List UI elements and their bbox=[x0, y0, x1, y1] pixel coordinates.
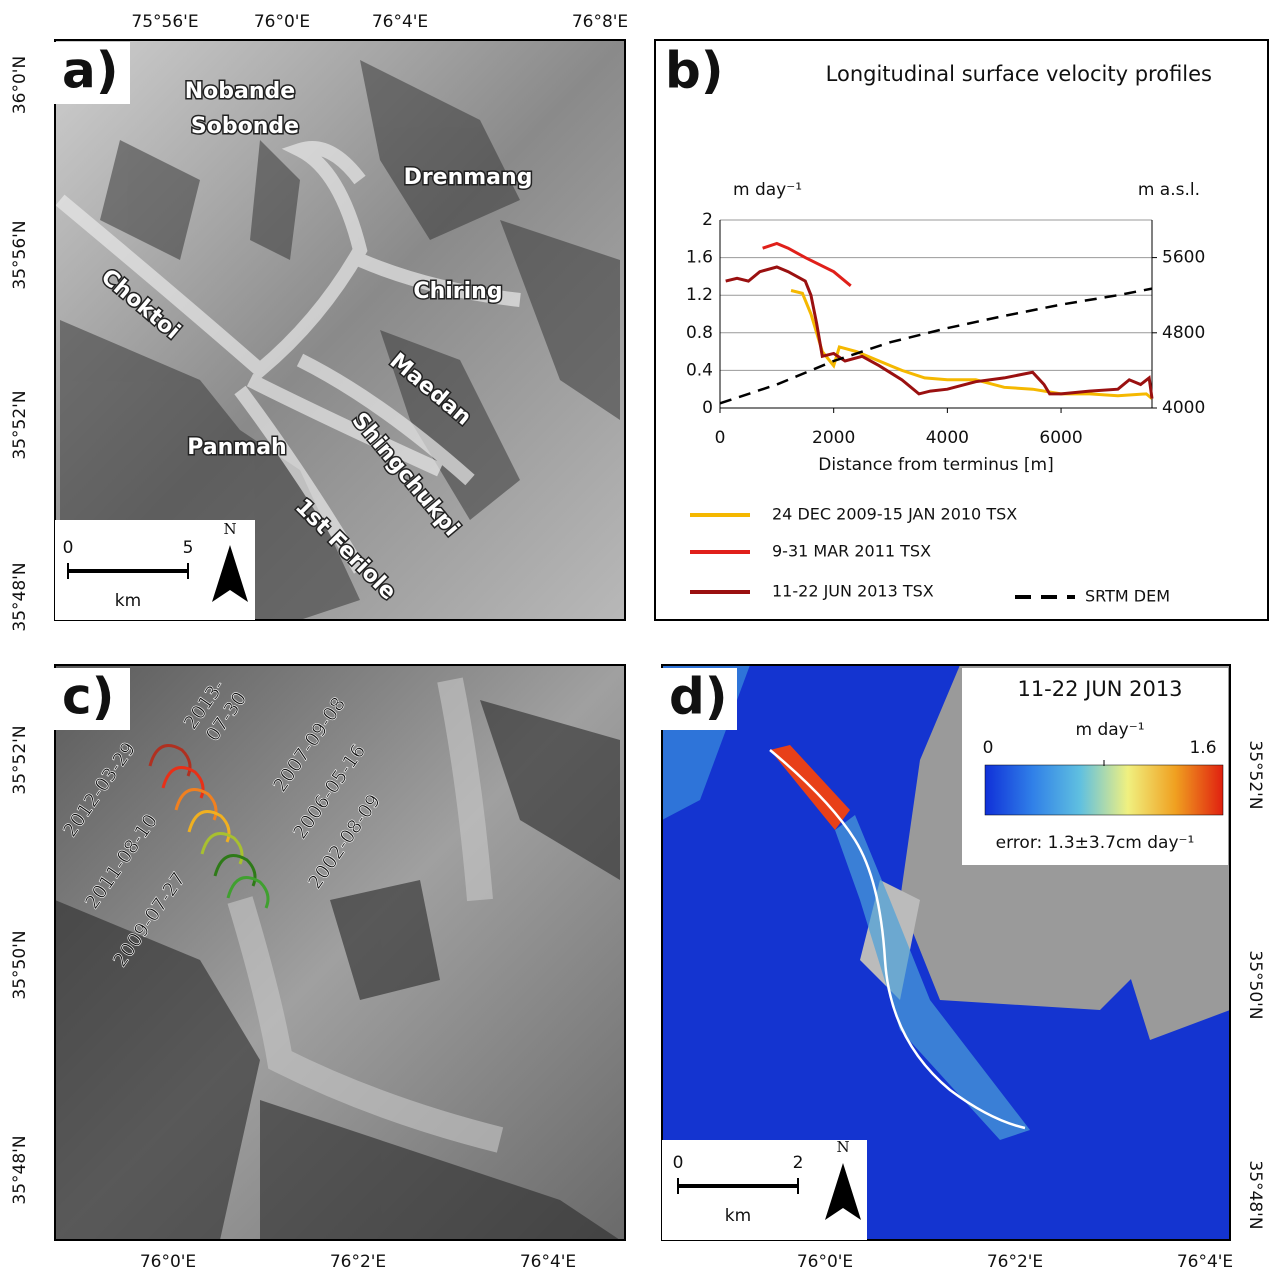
y-tick-label: 0 bbox=[702, 398, 713, 418]
lon-label: 76°4'E bbox=[520, 1252, 576, 1272]
lon-label: 75°56'E bbox=[131, 12, 198, 32]
lon-label: 76°0'E bbox=[254, 12, 310, 32]
legend-title: 11-22 JUN 2013 bbox=[1017, 677, 1182, 701]
panel-label: a) bbox=[62, 42, 119, 100]
lat-label: 35°56'N bbox=[10, 220, 30, 289]
y2-tick-label: 5600 bbox=[1162, 248, 1205, 268]
x-tick-label: 4000 bbox=[926, 428, 969, 448]
lat-label: 35°48'N bbox=[1245, 1160, 1265, 1229]
place-name: Panmah bbox=[187, 435, 286, 460]
figure: a) 75°56'E 76°0'E 76°4'E 76°8'E 36°0'N 35°56'N… bbox=[0, 0, 1276, 1279]
x-tick-label: 0 bbox=[715, 428, 726, 448]
y2-tick-label: 4000 bbox=[1162, 398, 1205, 418]
y-tick-label: 1.2 bbox=[686, 285, 713, 305]
legend-label: 11-22 JUN 2013 TSX bbox=[772, 582, 934, 601]
lon-label: 76°4'E bbox=[1177, 1252, 1233, 1272]
lat-label: 35°50'N bbox=[10, 930, 30, 999]
lon-label: 76°8'E bbox=[572, 12, 628, 32]
lon-label: 76°0'E bbox=[140, 1252, 196, 1272]
lon-label: 76°4'E bbox=[372, 12, 428, 32]
place-name: Sobonde bbox=[191, 114, 299, 139]
scale-unit: km bbox=[115, 591, 141, 611]
scale-unit: km bbox=[725, 1206, 751, 1226]
colorbar bbox=[985, 765, 1223, 815]
y-tick-label: 0.8 bbox=[686, 323, 713, 343]
y2-tick-label: 4800 bbox=[1162, 323, 1205, 343]
panel-d: d) 76°0'E 76°2'E 76°4'E 35°52'N 35°50'N 35°48'… bbox=[661, 665, 1265, 1272]
y2-axis-label: m a.s.l. bbox=[1138, 180, 1200, 200]
chart-title: Longitudinal surface velocity profiles bbox=[826, 62, 1212, 86]
panel-label: d) bbox=[669, 668, 728, 726]
panel-label: b) bbox=[665, 42, 724, 100]
lon-label: 76°0'E bbox=[797, 1252, 853, 1272]
x-tick-label: 6000 bbox=[1039, 428, 1082, 448]
y-tick-label: 1.6 bbox=[686, 248, 713, 268]
scale-label: 0 bbox=[673, 1153, 684, 1173]
lat-label: 35°52'N bbox=[10, 725, 30, 794]
lat-label: 35°52'N bbox=[10, 390, 30, 459]
colorbar-min: 0 bbox=[983, 738, 994, 758]
legend-label: SRTM DEM bbox=[1085, 587, 1170, 606]
x-tick-label: 2000 bbox=[812, 428, 855, 448]
y-axis-label: m day⁻¹ bbox=[733, 180, 802, 200]
lon-label: 76°2'E bbox=[987, 1252, 1043, 1272]
colorbar-max: 1.6 bbox=[1189, 738, 1216, 758]
scale-label: 5 bbox=[183, 538, 194, 558]
legend-label: 24 DEC 2009-15 JAN 2010 TSX bbox=[772, 505, 1017, 524]
lat-label: 36°0'N bbox=[10, 56, 30, 114]
north-label: N bbox=[223, 520, 236, 538]
lat-label: 35°48'N bbox=[10, 1135, 30, 1204]
legend-label: 9-31 MAR 2011 TSX bbox=[772, 542, 931, 561]
y-tick-label: 2 bbox=[702, 210, 713, 230]
north-label: N bbox=[836, 1138, 849, 1156]
scale-label: 2 bbox=[793, 1153, 804, 1173]
lat-label: 35°50'N bbox=[1245, 950, 1265, 1019]
panel-c: c) 76°0'E 76°2'E 76°4'E 35°52'N 35°50'N 35°48'… bbox=[10, 665, 625, 1272]
panel-label: c) bbox=[62, 668, 115, 726]
y-tick-label: 0.4 bbox=[686, 360, 713, 380]
panel-a: a) 75°56'E 76°0'E 76°4'E 76°8'E 36°0'N 35°56'N… bbox=[10, 12, 628, 632]
colorbar-unit: m day⁻¹ bbox=[1075, 720, 1144, 740]
scale-label: 0 bbox=[63, 538, 74, 558]
place-name: Drenmang bbox=[404, 165, 533, 190]
lon-label: 76°2'E bbox=[330, 1252, 386, 1272]
error-note: error: 1.3±3.7cm day⁻¹ bbox=[996, 833, 1195, 853]
x-axis-label: Distance from terminus [m] bbox=[818, 455, 1053, 475]
lat-label: 35°48'N bbox=[10, 562, 30, 631]
panel-b: b) Longitudinal surface velocity profiles… bbox=[655, 40, 1268, 620]
place-name: Nobande bbox=[185, 79, 295, 104]
lat-label: 35°52'N bbox=[1245, 740, 1265, 809]
place-name: Chiring bbox=[413, 279, 502, 304]
